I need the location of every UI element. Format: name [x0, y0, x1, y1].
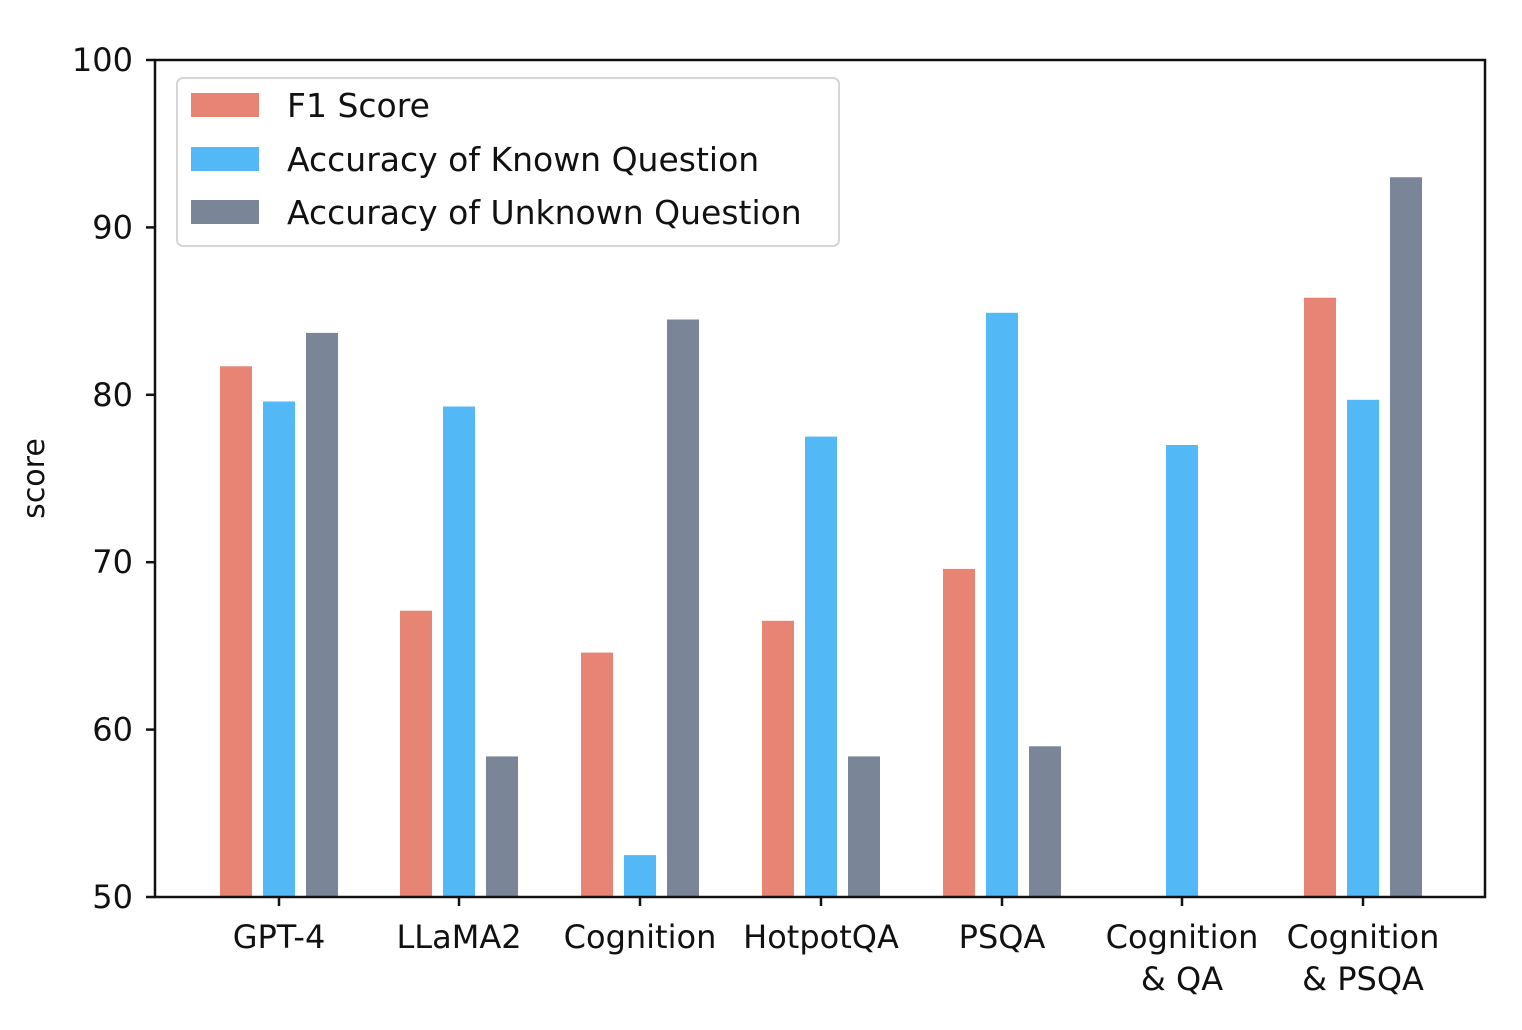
legend-label-1: Accuracy of Known Question — [287, 140, 759, 179]
bar-accuracy-of-known-question-1 — [443, 406, 475, 897]
bar-accuracy-of-unknown-question-1 — [486, 756, 518, 897]
x-tick-label-6: Cognition & PSQA — [1287, 918, 1440, 998]
bar-f1-score-1 — [400, 610, 432, 897]
x-tick-label-2: Cognition — [564, 918, 717, 956]
bar-accuracy-of-known-question-6 — [1347, 399, 1379, 897]
legend: F1 Score Accuracy of Known Question Accura… — [176, 77, 840, 247]
x-tick-label-5: Cognition & QA — [1106, 918, 1259, 998]
bar-accuracy-of-unknown-question-0 — [306, 332, 338, 897]
y-tick-label-90: 90 — [92, 208, 133, 246]
y-tick-label-70: 70 — [92, 543, 133, 581]
bar-accuracy-of-known-question-3 — [805, 436, 837, 897]
bar-f1-score-6 — [1304, 297, 1336, 897]
x-tick-label-1: LLaMA2 — [396, 918, 521, 956]
bars-layer — [220, 177, 1422, 897]
legend-box — [176, 77, 840, 247]
bar-accuracy-of-unknown-question-3 — [848, 756, 880, 897]
bar-accuracy-of-unknown-question-4 — [1029, 746, 1061, 897]
legend-swatch-1 — [191, 147, 259, 171]
bar-accuracy-of-unknown-question-2 — [667, 319, 699, 897]
legend-swatch-0 — [191, 93, 259, 117]
bar-accuracy-of-known-question-5 — [1166, 445, 1198, 897]
bar-accuracy-of-known-question-0 — [263, 401, 295, 897]
legend-label-2: Accuracy of Unknown Question — [287, 193, 802, 232]
y-tick-label-50: 50 — [92, 878, 133, 916]
bar-f1-score-3 — [762, 620, 794, 897]
legend-label-0: F1 Score — [287, 86, 430, 125]
x-tick-label-3: HotpotQA — [743, 918, 899, 956]
bar-f1-score-0 — [220, 366, 252, 897]
y-tick-label-100: 100 — [72, 41, 133, 79]
y-tick-label-80: 80 — [92, 376, 133, 414]
axes-layer: 50 60 70 80 90 100 GPT-4 LLaMA2 Cognition HotpotQ… — [17, 41, 1487, 998]
bar-accuracy-of-known-question-4 — [986, 312, 1018, 897]
bar-f1-score-4 — [943, 568, 975, 897]
y-axis-label: score — [17, 438, 52, 519]
x-tick-label-0: GPT-4 — [233, 918, 326, 956]
x-tick-label-4: PSQA — [959, 918, 1046, 956]
y-tick-label-60: 60 — [92, 711, 133, 749]
bar-accuracy-of-known-question-2 — [624, 855, 656, 897]
legend-swatch-2 — [191, 200, 259, 224]
bar-f1-score-2 — [581, 652, 613, 897]
bar-accuracy-of-unknown-question-6 — [1390, 177, 1422, 897]
